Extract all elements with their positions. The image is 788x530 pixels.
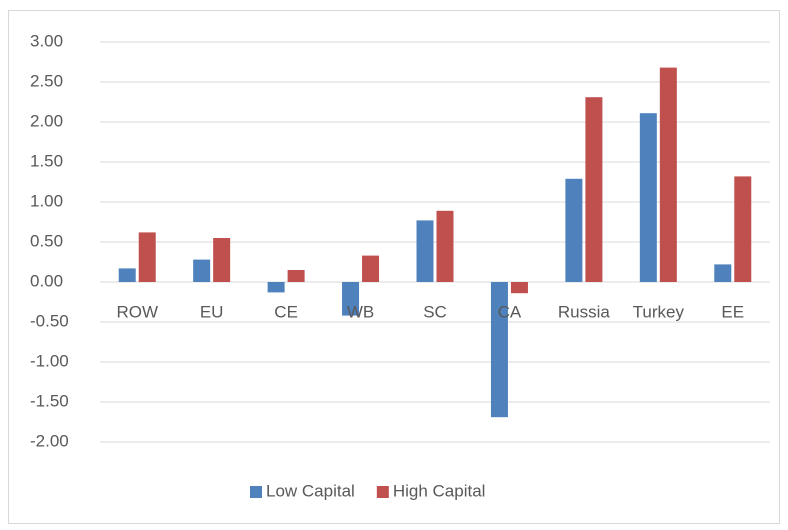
bar bbox=[138, 232, 156, 282]
x-tick-label: EE bbox=[721, 302, 744, 321]
bar bbox=[585, 97, 603, 282]
x-tick-label: ROW bbox=[116, 302, 158, 321]
y-tick-label: -1.00 bbox=[30, 351, 69, 370]
y-tick-label: -0.50 bbox=[30, 311, 69, 330]
x-tick-label: CA bbox=[498, 302, 522, 321]
bar bbox=[118, 268, 136, 282]
bar bbox=[436, 210, 454, 282]
y-tick-label: 0.00 bbox=[30, 271, 63, 290]
y-tick-label: 1.00 bbox=[30, 191, 63, 210]
y-tick-label: 2.00 bbox=[30, 111, 63, 130]
x-tick-label: Turkey bbox=[633, 302, 685, 321]
y-tick-label: 1.50 bbox=[30, 151, 63, 170]
y-tick-label: 0.50 bbox=[30, 231, 63, 250]
bar bbox=[490, 282, 508, 418]
legend-label: Low Capital bbox=[266, 481, 355, 500]
bar bbox=[416, 220, 434, 282]
legend-swatch bbox=[376, 486, 389, 498]
bar bbox=[714, 264, 732, 282]
y-tick-label: -1.50 bbox=[30, 391, 69, 410]
x-tick-label: Russia bbox=[558, 302, 611, 321]
legend-swatch bbox=[250, 486, 262, 498]
y-tick-label: -2.00 bbox=[30, 431, 69, 450]
bar bbox=[362, 255, 380, 282]
x-tick-label: EU bbox=[200, 302, 224, 321]
bar bbox=[342, 282, 360, 316]
bar bbox=[639, 113, 657, 282]
bar bbox=[734, 176, 752, 282]
x-tick-label: SC bbox=[423, 302, 447, 321]
y-tick-label: 3.00 bbox=[30, 31, 63, 50]
x-tick-label: WB bbox=[347, 302, 374, 321]
y-tick-label: 2.50 bbox=[30, 71, 63, 90]
bar bbox=[565, 178, 583, 282]
bar bbox=[287, 270, 305, 282]
x-tick-label: CE bbox=[274, 302, 298, 321]
legend-label: High Capital bbox=[393, 481, 486, 500]
bar bbox=[193, 259, 211, 282]
bar bbox=[659, 67, 677, 282]
bar bbox=[213, 238, 231, 282]
bar bbox=[267, 282, 285, 293]
bar bbox=[510, 282, 528, 294]
